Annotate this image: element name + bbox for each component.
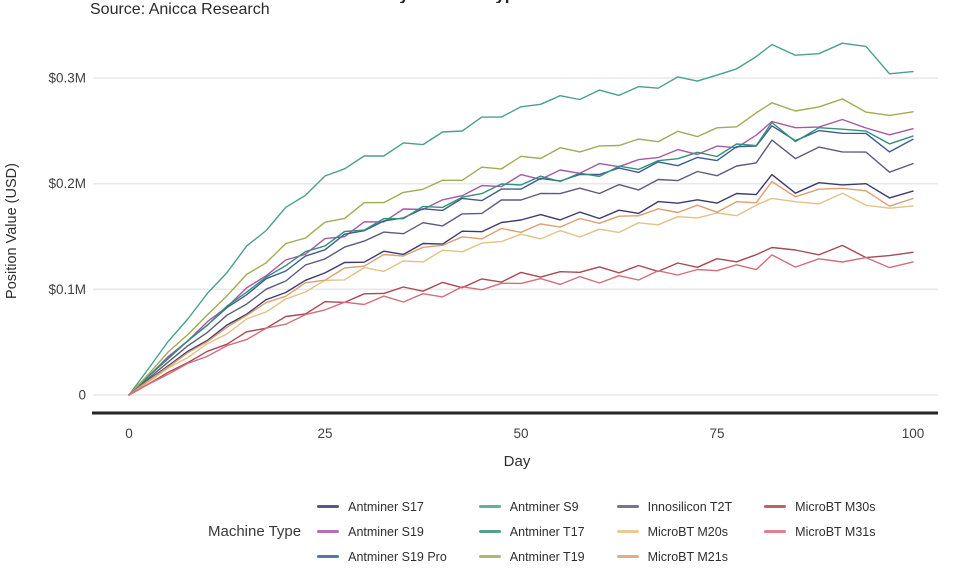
y-tick-label: 0 xyxy=(78,388,86,403)
series-line-microbt-m30s xyxy=(128,244,914,396)
legend-item: MicroBT M31s xyxy=(764,524,876,539)
series-line-innosilicon-t2t xyxy=(128,139,914,396)
x-axis-title: Day xyxy=(504,453,531,470)
legend-item: Antminer S17 xyxy=(317,500,447,514)
legend-item: Antminer S9 xyxy=(478,499,585,514)
legend-item: Innosilicon T2T xyxy=(616,499,733,514)
axis-group: $0.3M $0.2M $0.1M 0 0 25 50 75 100 xyxy=(48,70,938,441)
legend-label: Antminer S19 xyxy=(348,524,424,539)
legend-item: Antminer T17 xyxy=(478,524,585,539)
series-line-antminer-t17 xyxy=(128,121,914,396)
legend-swatch-icon xyxy=(317,530,340,533)
legend: Machine Type Antminer S17 Antminer S19 Ant… xyxy=(208,494,876,569)
legend-label: Antminer S19 Pro xyxy=(348,549,447,564)
y-tick-label: $0.3M xyxy=(48,70,86,85)
legend-label: Antminer T17 xyxy=(509,524,585,539)
legend-grid: Antminer S17 Antminer S19 Antminer S19 Pro… xyxy=(317,494,876,569)
series-line-antminer-s17 xyxy=(128,173,914,396)
series-line-antminer-t19 xyxy=(128,98,914,396)
legend-swatch-icon xyxy=(764,530,787,533)
legend-swatch-icon xyxy=(616,530,639,533)
cropped-title-text: Position Value by Machine Type xyxy=(268,0,525,3)
legend-item: Antminer S19 Pro xyxy=(317,550,447,564)
legend-label: MicroBT M30s xyxy=(795,499,876,514)
legend-item: Antminer T19 xyxy=(478,549,585,564)
x-tick-label: 100 xyxy=(902,426,925,441)
x-tick-label: 0 xyxy=(125,426,133,441)
legend-swatch-icon xyxy=(764,505,787,508)
legend-title: Machine Type xyxy=(208,523,302,540)
legend-label: MicroBT M20s xyxy=(647,524,728,539)
legend-label: Antminer S9 xyxy=(509,499,579,514)
legend-swatch-icon xyxy=(478,505,501,508)
legend-item: MicroBT M21s xyxy=(616,549,733,564)
chart-svg: $0.3M $0.2M $0.1M 0 0 25 50 75 100 Position Valu… xyxy=(4,42,938,470)
legend-item: MicroBT M20s xyxy=(616,524,733,539)
series-group xyxy=(128,42,914,396)
x-tick-label: 25 xyxy=(317,426,332,441)
series-line-antminer-s9 xyxy=(128,42,914,396)
y-tick-label: $0.2M xyxy=(48,176,86,191)
legend-label: Antminer S17 xyxy=(348,499,424,514)
series-line-microbt-m21s xyxy=(128,180,914,396)
legend-swatch-icon xyxy=(317,555,340,558)
y-tick-label: $0.1M xyxy=(48,282,86,297)
source-note: Source: Anicca Research xyxy=(90,1,270,18)
legend-swatch-icon xyxy=(616,505,639,508)
series-line-antminer-s19 xyxy=(128,118,914,396)
legend-swatch-icon xyxy=(478,555,501,558)
series-line-microbt-m31s xyxy=(128,254,914,396)
legend-label: Innosilicon T2T xyxy=(647,499,733,514)
legend-item: MicroBT M30s xyxy=(764,499,876,514)
legend-swatch-icon xyxy=(317,505,340,508)
x-tick-label: 50 xyxy=(513,426,528,441)
y-axis-title: Position Value (USD) xyxy=(4,163,20,299)
legend-label: MicroBT M21s xyxy=(647,549,728,564)
legend-label: Antminer T19 xyxy=(509,549,585,564)
series-line-antminer-s19-pro xyxy=(128,125,914,396)
legend-item: Antminer S19 xyxy=(317,525,447,539)
x-tick-label: 75 xyxy=(709,426,724,441)
cropped-title-fragment: Position Value by Machine Type xyxy=(268,0,928,3)
legend-label: MicroBT M31s xyxy=(795,524,876,539)
legend-swatch-icon xyxy=(616,555,639,558)
legend-swatch-icon xyxy=(478,530,501,533)
series-line-microbt-m20s xyxy=(128,192,914,396)
